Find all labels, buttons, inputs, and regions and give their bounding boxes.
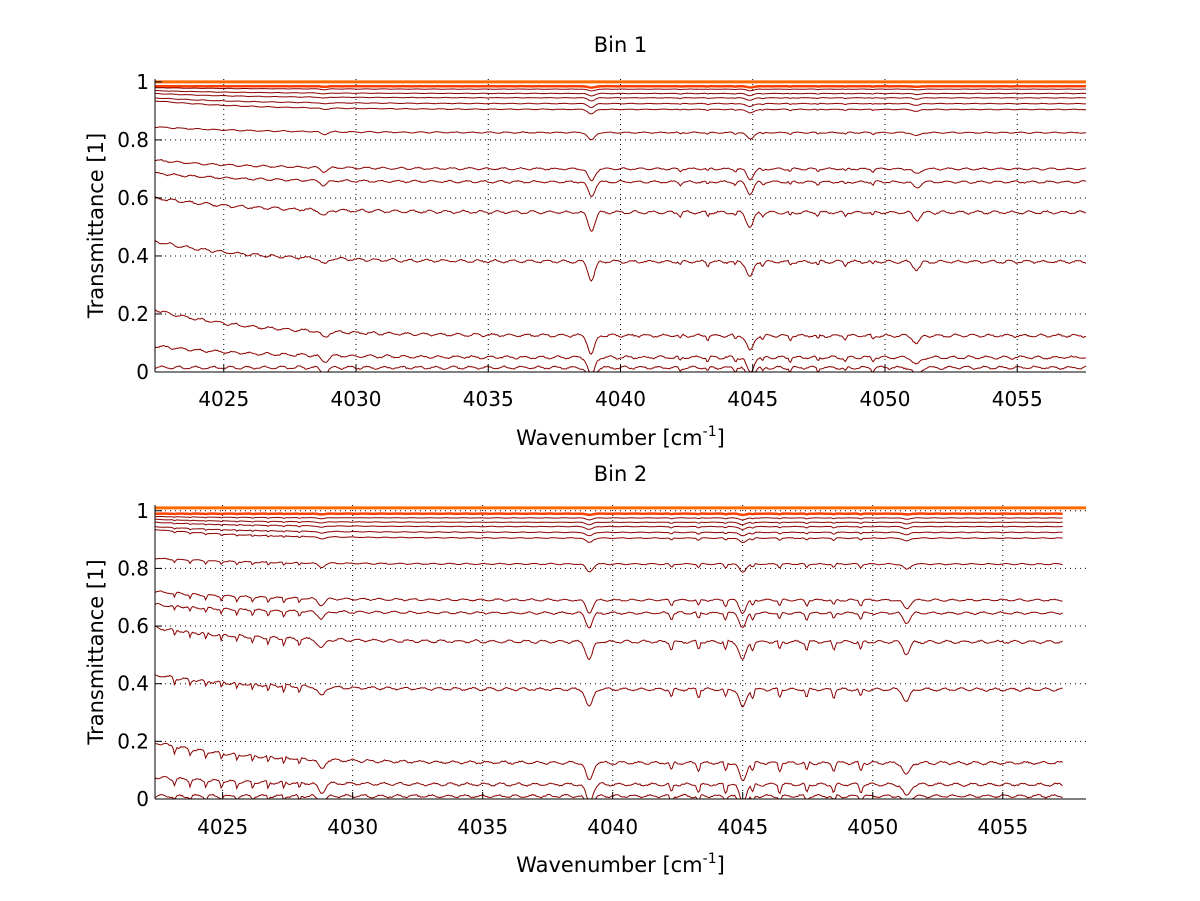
y-tick-label: 0.8 xyxy=(117,556,149,580)
y-tick-label: 0.6 xyxy=(117,186,149,210)
series-line xyxy=(154,776,1063,800)
series-line xyxy=(154,126,1087,141)
x-tick-label: 4050 xyxy=(847,815,898,839)
x-tick-label: 4055 xyxy=(977,815,1028,839)
x-axis-label-end: ] xyxy=(717,426,725,450)
series-line xyxy=(154,625,1063,661)
series-line xyxy=(154,239,1087,282)
y-tick-label: 0 xyxy=(136,360,149,384)
series-line xyxy=(154,196,1087,232)
x-axis-label-end: ] xyxy=(717,853,725,877)
series-line xyxy=(154,742,1063,782)
series-line xyxy=(154,100,1087,115)
x-tick-label: 4055 xyxy=(992,387,1043,411)
chart-title: Bin 1 xyxy=(594,33,648,57)
x-axis-label-main: Wavenumber [cm xyxy=(516,426,702,450)
x-axis-label: Wavenumber [cm-1] xyxy=(516,424,725,450)
x-tick-label: 4025 xyxy=(198,387,249,411)
series-line xyxy=(155,159,1087,182)
y-tick-label: 0.2 xyxy=(117,302,149,326)
x-tick-label: 4025 xyxy=(197,815,248,839)
series-line xyxy=(154,526,1063,537)
x-tick-label: 4045 xyxy=(727,387,778,411)
x-tick-label: 4040 xyxy=(595,387,646,411)
x-tick-label: 4030 xyxy=(327,815,378,839)
series-line xyxy=(154,171,1087,198)
x-tick-label: 4040 xyxy=(587,815,638,839)
series-line xyxy=(154,512,1063,517)
series-line xyxy=(154,602,1063,629)
x-tick-label: 4035 xyxy=(457,815,508,839)
series-line xyxy=(155,515,1063,521)
series-line xyxy=(155,90,1086,97)
series-line xyxy=(154,344,1087,373)
x-axis-label-superscript: -1 xyxy=(703,851,717,867)
series-line xyxy=(154,674,1063,708)
series-line xyxy=(154,557,1063,573)
chart-title: Bin 2 xyxy=(594,462,648,486)
series-line xyxy=(154,529,1063,544)
x-tick-label: 4035 xyxy=(463,387,514,411)
series-line xyxy=(154,97,1086,109)
x-axis-label-superscript: -1 xyxy=(703,424,717,440)
y-tick-label: 0.4 xyxy=(117,672,149,696)
series-line xyxy=(154,590,1063,615)
y-tick-label: 0.4 xyxy=(117,244,149,268)
x-tick-label: 4050 xyxy=(860,387,911,411)
x-tick-label: 4030 xyxy=(331,387,382,411)
x-tick-label: 4045 xyxy=(717,815,768,839)
series-group xyxy=(154,80,1087,373)
y-tick-label: 0.6 xyxy=(117,614,149,638)
series-line xyxy=(154,518,1063,526)
series-line xyxy=(155,87,1087,92)
series-line xyxy=(154,521,1063,531)
y-tick-label: 0 xyxy=(136,787,149,811)
y-tick-label: 0.8 xyxy=(117,128,149,152)
series-line xyxy=(154,309,1087,356)
bin-1-panel: Bin 1 4025 4030 4035 4040 4045 4050 4055 0 0.2 0.4… xyxy=(84,33,1087,450)
series-group xyxy=(154,506,1086,800)
series-line xyxy=(154,92,1087,102)
bin-2-panel: Bin 2 4025 4030 4035 4040 4045 4050 4055 0 0.2 0.4… xyxy=(84,462,1086,877)
y-tick-label: 0.2 xyxy=(117,729,149,753)
y-tick-label: 1 xyxy=(136,499,149,523)
y-axis-label: Transmittance [1] xyxy=(84,559,108,745)
x-axis-label: Wavenumber [cm-1] xyxy=(516,851,725,877)
x-axis-label-main: Wavenumber [cm xyxy=(516,853,702,877)
series-line xyxy=(155,84,1087,89)
y-axis-label: Transmittance [1] xyxy=(84,133,108,319)
y-tick-label: 1 xyxy=(136,70,149,94)
